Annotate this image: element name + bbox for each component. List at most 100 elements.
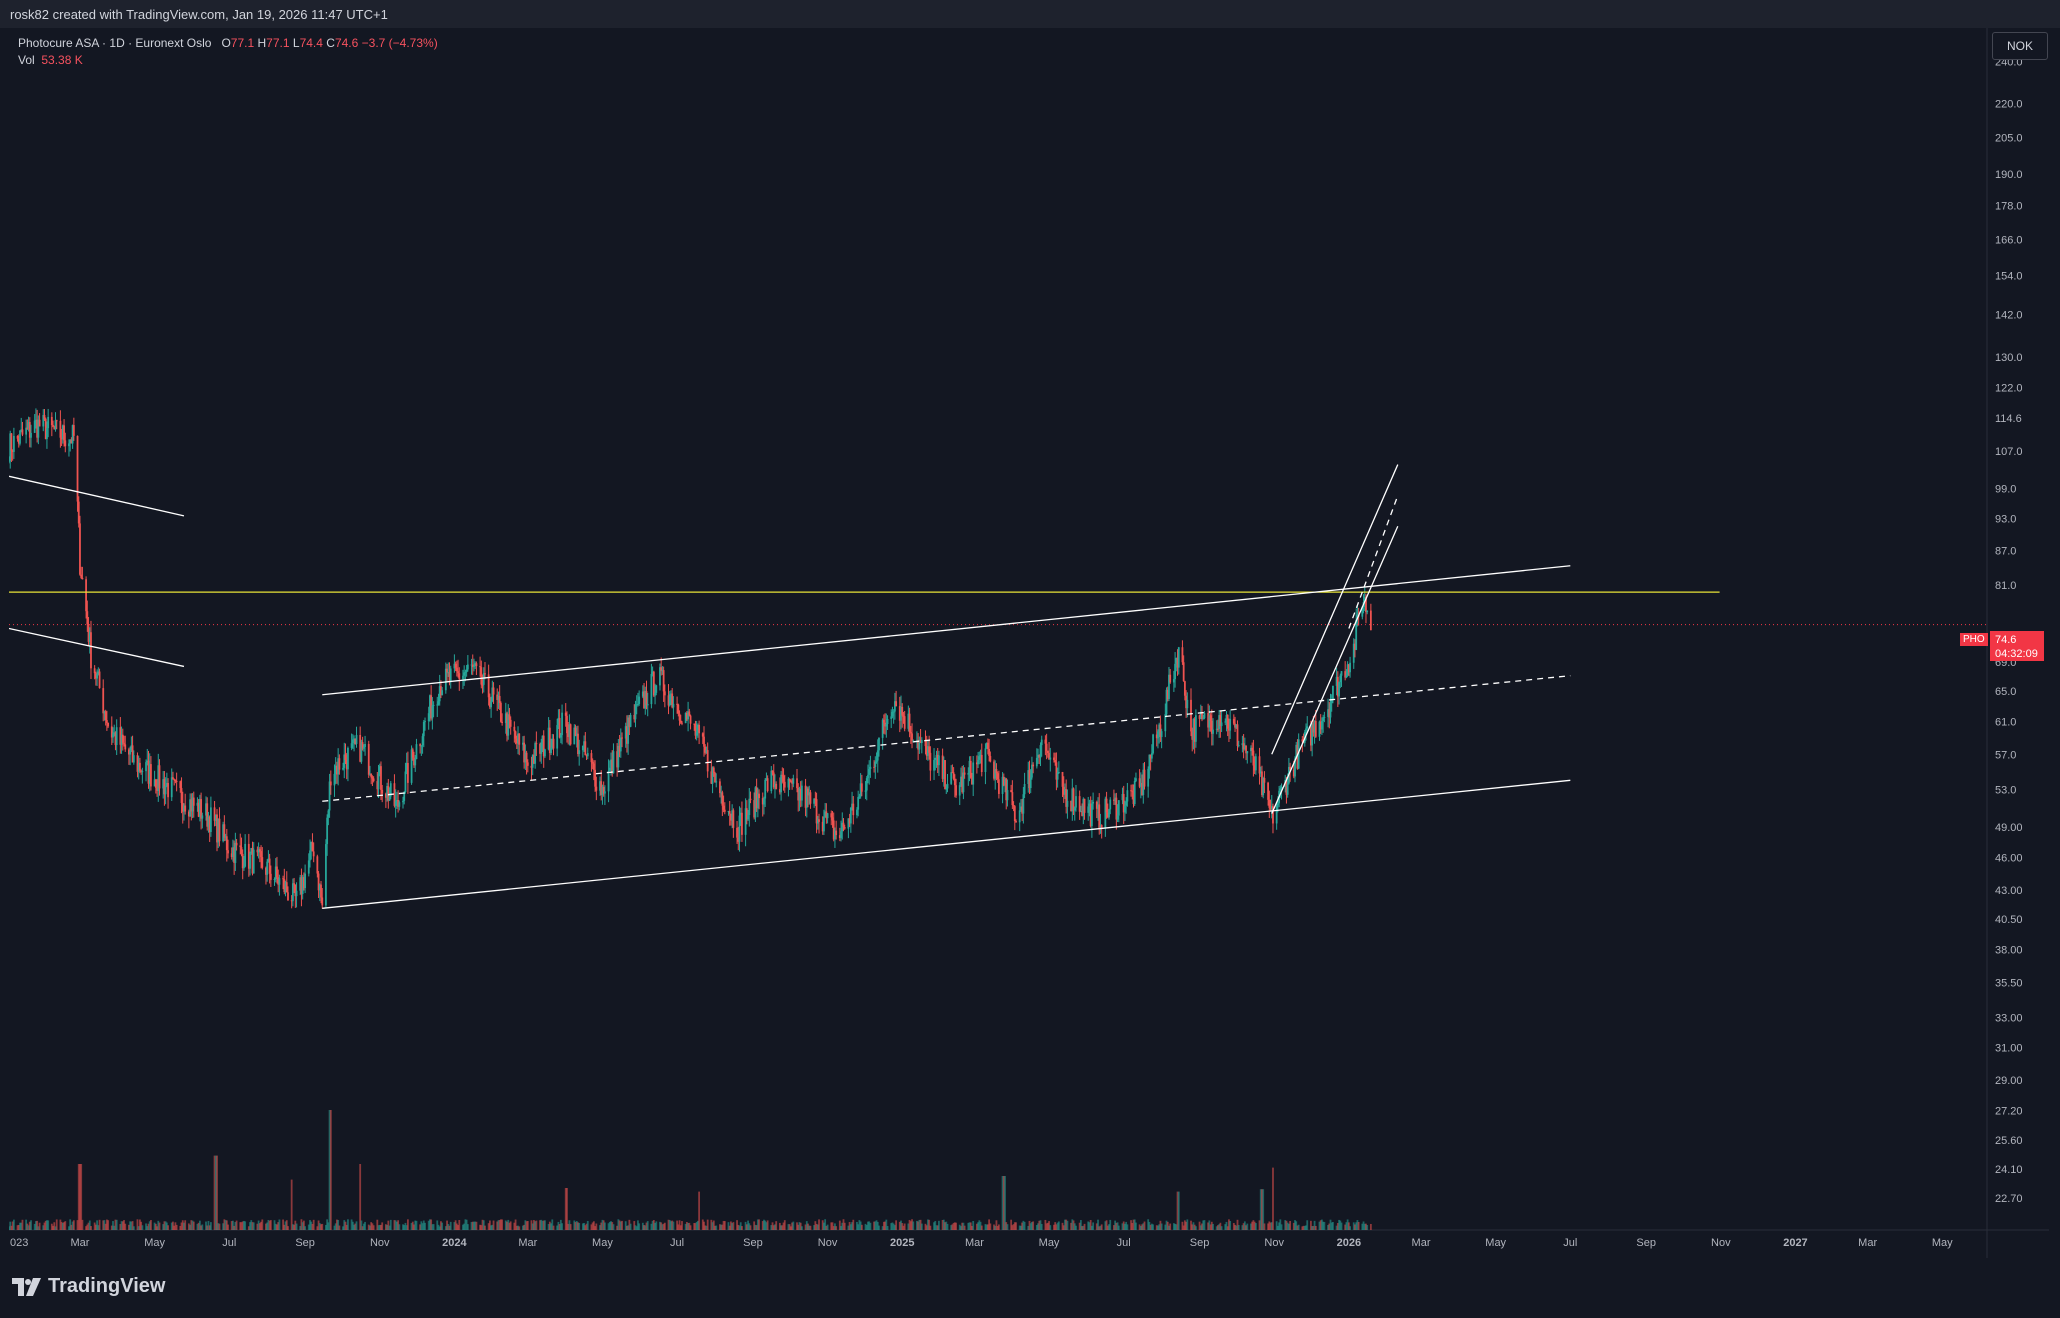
volume-bar: [282, 1219, 284, 1230]
candle-body: [651, 671, 654, 674]
candle-body: [35, 419, 37, 421]
volume-bar: [1115, 1222, 1118, 1230]
candle-body: [342, 767, 344, 770]
candle-body: [372, 778, 375, 782]
top-caption-bar: rosk82 created with TradingView.com, Jan…: [0, 0, 2060, 28]
candle-body: [316, 856, 319, 874]
candle-body: [765, 778, 768, 780]
candle-body: [480, 667, 483, 685]
volume-bar: [585, 1223, 588, 1230]
volume-bar: [602, 1220, 605, 1230]
volume-bar: [1294, 1220, 1296, 1230]
candle-body: [1295, 744, 1298, 759]
volume-bar: [869, 1222, 872, 1230]
open-value: 77.1: [230, 36, 255, 50]
candle-body: [1252, 750, 1255, 766]
volume-bar: [1105, 1220, 1108, 1230]
time-tick-label: 2027: [1783, 1237, 1807, 1249]
price-tick-label: 93.0: [1995, 513, 2016, 525]
candle-body: [114, 732, 117, 746]
volume-bar: [369, 1225, 371, 1230]
candle-body: [886, 718, 889, 725]
volume-bar: [1121, 1223, 1124, 1230]
candle-body: [986, 742, 989, 749]
candle-body: [804, 785, 807, 808]
candle-body: [299, 877, 302, 891]
volume-bar: [838, 1220, 841, 1230]
volume-bar: [350, 1219, 353, 1230]
candle-body: [533, 754, 535, 764]
volume-bar: [333, 1225, 336, 1230]
volume-bar: [577, 1222, 579, 1230]
volume-bar: [848, 1222, 851, 1230]
volume-bar: [755, 1225, 758, 1230]
candle-body: [454, 663, 457, 668]
candle-body: [754, 787, 757, 818]
candle-body: [711, 767, 714, 784]
candle-body: [893, 701, 896, 712]
volume-bar: [384, 1224, 387, 1230]
volume-bar: [50, 1223, 53, 1230]
volume-bar: [224, 1220, 227, 1230]
volume-bar: [523, 1224, 526, 1230]
volume-bar: [422, 1220, 425, 1230]
candle-body: [291, 883, 294, 902]
volume-bar: [69, 1219, 72, 1230]
volume-bar: [643, 1225, 645, 1230]
volume-bar: [347, 1219, 349, 1230]
volume-bar: [748, 1223, 751, 1230]
candle-body: [110, 726, 113, 738]
low-label: L: [292, 36, 300, 50]
candle-body: [851, 803, 853, 808]
volume-bar: [651, 1220, 654, 1230]
candle-body: [131, 745, 134, 763]
volume-bar: [531, 1223, 534, 1230]
trendline: [322, 565, 1571, 696]
chart-area[interactable]: 240.0 220.0 205.0 190.0 178.0 166.0 154.0 142.0…: [9, 28, 2049, 1258]
candle-body: [1212, 729, 1214, 734]
volume-bar: [1217, 1225, 1219, 1230]
candle-body: [655, 685, 658, 693]
volume-bar: [1369, 1223, 1372, 1230]
candle-body: [993, 761, 995, 779]
candle-body: [885, 724, 888, 727]
volume-bar: [1289, 1220, 1292, 1230]
candle-body: [1339, 675, 1342, 683]
candle-body: [936, 754, 939, 766]
candle-body: [491, 687, 494, 702]
volume-bar: [1284, 1220, 1287, 1230]
candle-body: [378, 766, 381, 774]
volume-bar: [1028, 1220, 1031, 1230]
volume-bar: [243, 1220, 245, 1230]
candle-body: [573, 727, 576, 745]
volume-bar: [480, 1225, 483, 1230]
volume-bar: [501, 1219, 504, 1230]
candle-body: [123, 742, 125, 745]
price-chart[interactable]: 240.0220.0205.0190.0178.0166.0154.0142.0…: [9, 28, 2049, 1258]
volume-bar: [164, 1221, 167, 1230]
brand[interactable]: TradingView: [12, 1275, 165, 1298]
candle-body: [504, 713, 507, 723]
candle-body: [132, 755, 135, 763]
candle-body: [628, 717, 631, 727]
volume-bar: [995, 1220, 998, 1230]
volume-bar: [758, 1219, 760, 1230]
volume-bar: [1081, 1226, 1083, 1230]
volume-bar: [1268, 1221, 1271, 1230]
volume-bar: [1365, 1223, 1367, 1230]
candle-body: [1099, 825, 1102, 830]
candle-body: [85, 579, 87, 612]
volume-bar: [662, 1223, 665, 1230]
candle-body: [714, 772, 716, 783]
candle-body: [87, 624, 90, 642]
volume-bar: [265, 1223, 267, 1230]
volume-bar: [739, 1222, 742, 1230]
time-tick-label: May: [1932, 1237, 1953, 1249]
candle-body: [830, 813, 833, 818]
candle-body: [1345, 675, 1348, 678]
candle-body: [1297, 739, 1300, 769]
volume-bar: [849, 1224, 852, 1230]
candle-body: [1169, 674, 1172, 683]
currency-button[interactable]: NOK: [1992, 32, 2048, 60]
candle-body: [422, 721, 425, 737]
